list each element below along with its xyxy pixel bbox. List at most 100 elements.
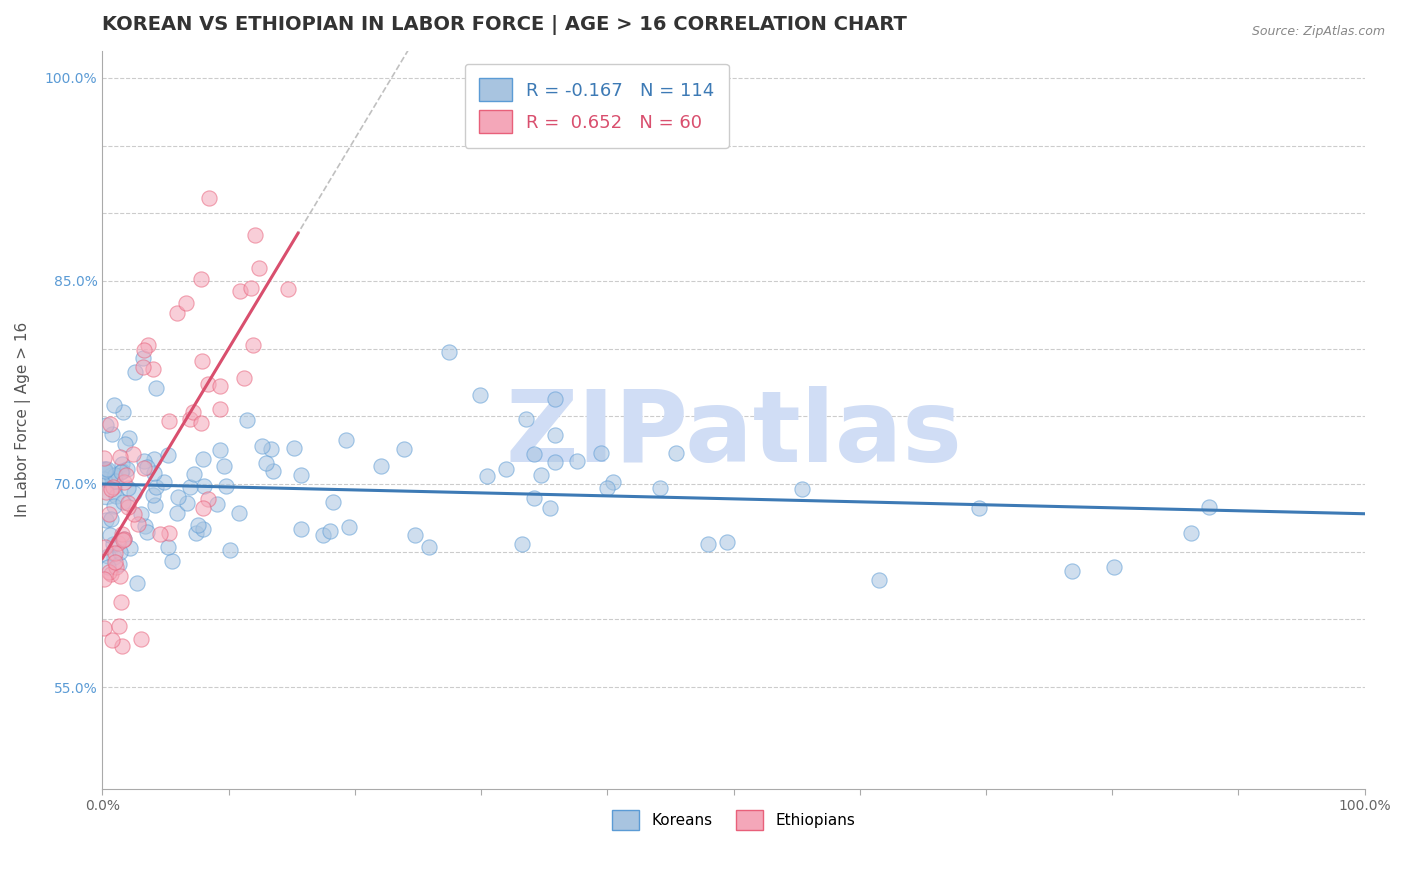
Point: [290, 522, 312, 536]
Point: [523, 447, 546, 461]
Point: [111, 405, 134, 419]
Point: [191, 522, 214, 536]
Point: [96, 462, 118, 476]
Point: [98, 528, 121, 542]
Point: [97, 549, 120, 564]
Point: [100, 566, 122, 581]
Point: [145, 480, 167, 494]
Point: [190, 271, 212, 285]
Point: [262, 464, 284, 478]
Point: [122, 447, 145, 461]
Point: [247, 261, 270, 276]
Point: [602, 475, 624, 489]
Point: [596, 481, 619, 495]
Point: [591, 446, 613, 460]
Point: [212, 458, 235, 473]
Point: [191, 501, 214, 516]
Point: [538, 501, 561, 516]
Point: [868, 573, 890, 587]
Point: [100, 468, 122, 483]
Point: [117, 462, 139, 476]
Point: [166, 306, 188, 320]
Point: [191, 452, 214, 467]
Point: [111, 457, 134, 471]
Point: [544, 392, 567, 406]
Point: [132, 359, 155, 374]
Text: KOREAN VS ETHIOPIAN IN LABOR FORCE | AGE > 16 CORRELATION CHART: KOREAN VS ETHIOPIAN IN LABOR FORCE | AGE…: [103, 15, 907, 35]
Point: [650, 481, 672, 495]
Point: [93, 472, 115, 486]
Point: [104, 555, 127, 569]
Point: [94, 464, 117, 478]
Point: [132, 351, 155, 366]
Point: [215, 479, 238, 493]
Point: [665, 446, 688, 460]
Point: [134, 461, 156, 475]
Point: [418, 540, 440, 554]
Point: [104, 467, 127, 482]
Point: [290, 468, 312, 483]
Point: [125, 576, 148, 591]
Point: [470, 388, 492, 402]
Point: [97, 559, 120, 574]
Point: [696, 537, 718, 551]
Text: ZIPatlas: ZIPatlas: [505, 386, 962, 483]
Point: [197, 377, 219, 392]
Point: [111, 495, 134, 509]
Point: [183, 467, 205, 482]
Point: [1062, 564, 1084, 578]
Point: [157, 540, 180, 554]
Point: [104, 546, 127, 560]
Point: [311, 528, 333, 542]
Point: [97, 507, 120, 521]
Point: [93, 572, 115, 586]
Point: [335, 433, 357, 447]
Point: [110, 640, 132, 654]
Point: [101, 472, 124, 486]
Point: [110, 465, 132, 479]
Point: [193, 479, 215, 493]
Point: [228, 506, 250, 520]
Point: [191, 353, 214, 368]
Point: [101, 480, 124, 494]
Point: [277, 281, 299, 295]
Point: [208, 402, 231, 417]
Point: [98, 565, 121, 579]
Point: [93, 451, 115, 466]
Point: [167, 490, 190, 504]
Point: [260, 442, 283, 457]
Point: [117, 500, 139, 515]
Point: [337, 519, 360, 533]
Point: [1198, 500, 1220, 514]
Point: [254, 457, 277, 471]
Point: [157, 525, 180, 540]
Point: [98, 417, 121, 432]
Point: [122, 507, 145, 521]
Point: [176, 495, 198, 509]
Point: [187, 518, 209, 533]
Point: [236, 413, 259, 427]
Point: [495, 462, 517, 476]
Point: [117, 496, 139, 510]
Point: [544, 428, 567, 442]
Point: [530, 467, 553, 482]
Point: [143, 499, 166, 513]
Point: [148, 526, 170, 541]
Point: [135, 460, 157, 475]
Point: [515, 412, 537, 426]
Point: [197, 191, 219, 205]
Point: [110, 569, 132, 583]
Point: [96, 418, 118, 433]
Point: [101, 537, 124, 551]
Point: [243, 227, 266, 242]
Point: [112, 532, 135, 546]
Point: [127, 517, 149, 532]
Point: [1102, 559, 1125, 574]
Point: [118, 430, 141, 444]
Point: [404, 528, 426, 542]
Point: [101, 632, 124, 647]
Point: [94, 461, 117, 475]
Point: [219, 543, 242, 558]
Point: [166, 506, 188, 520]
Point: [96, 485, 118, 500]
